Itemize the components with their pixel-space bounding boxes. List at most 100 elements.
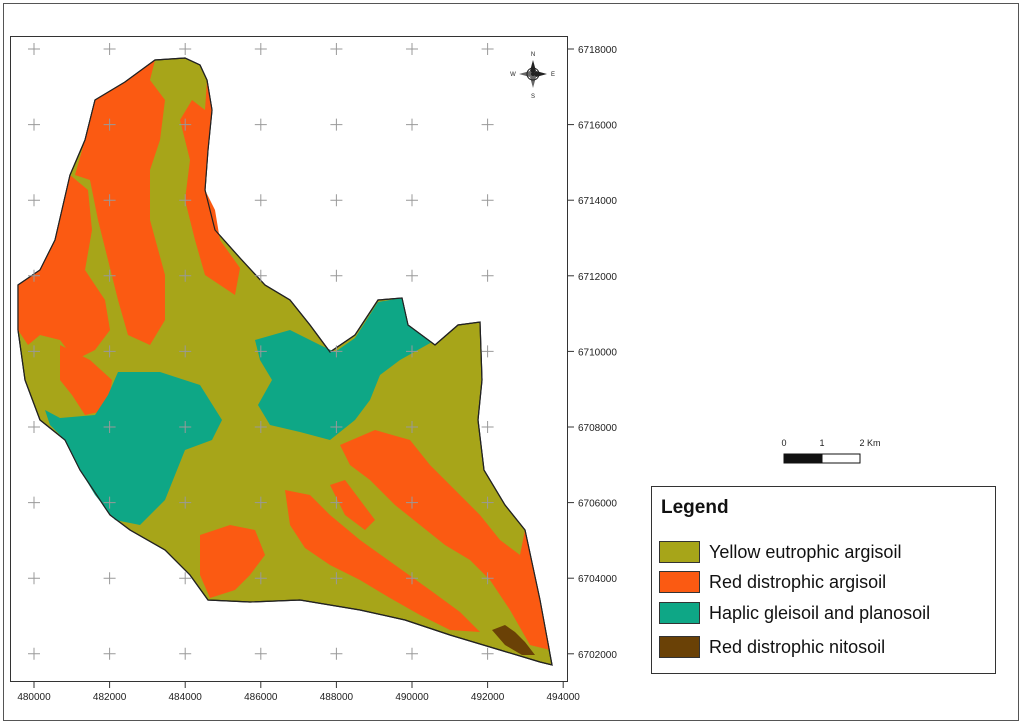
- grid-cross: [28, 421, 40, 433]
- grid-cross: [179, 647, 192, 660]
- grid-cross: [179, 269, 192, 282]
- legend-swatch: [659, 571, 700, 593]
- grid-cross: [28, 43, 40, 55]
- compass-north-label: N: [531, 52, 535, 58]
- grid-cross: [481, 43, 494, 55]
- red-area-south-3: [200, 525, 265, 598]
- legend-item-red-nitosoil: Red distrophic nitosoil: [659, 634, 885, 660]
- grid-cross: [330, 269, 343, 282]
- grid-cross: [28, 345, 40, 358]
- grid-cross: [179, 345, 192, 358]
- legend-swatch: [659, 636, 700, 658]
- grid-cross: [28, 269, 40, 282]
- grid-crosses: [28, 43, 494, 660]
- grid-cross: [406, 572, 418, 585]
- x-tick-label: 480000: [17, 692, 51, 703]
- grid-cross: [179, 194, 192, 207]
- y-tick-label: 6704000: [578, 574, 617, 585]
- legend-item-haplic-gleisoil: Haplic gleisoil and planosoil: [659, 600, 930, 626]
- grid-cross: [28, 496, 40, 509]
- grid-cross: [481, 118, 494, 131]
- grid-cross: [179, 572, 192, 585]
- red-area-south-4: [330, 480, 375, 530]
- grid-cross: [330, 345, 343, 358]
- legend: Legend Yellow eutrophic argisoil Red dis…: [651, 486, 996, 674]
- scale-tick-2: 2 Km: [859, 438, 880, 448]
- red-area-west: [18, 175, 110, 360]
- x-tick-label: 482000: [93, 692, 127, 703]
- map-area: [10, 36, 568, 682]
- gleisoil-area-central: [255, 298, 432, 440]
- grid-cross: [406, 269, 418, 282]
- y-tick-label: 6702000: [578, 650, 617, 661]
- grid-cross: [103, 269, 116, 282]
- red-area-south-1: [340, 430, 550, 650]
- grid-cross: [406, 496, 418, 509]
- grid-cross: [330, 118, 343, 131]
- grid-cross: [481, 496, 494, 509]
- grid-cross: [103, 43, 116, 55]
- red-area-west-2: [60, 345, 112, 415]
- legend-swatch: [659, 541, 700, 563]
- legend-label: Haplic gleisoil and planosoil: [709, 602, 931, 623]
- legend-label: Red distrophic nitosoil: [709, 636, 886, 657]
- x-tick-label: 488000: [320, 692, 354, 703]
- legend-label: Red distrophic argisoil: [709, 571, 887, 592]
- red-area-northwest: [75, 60, 165, 345]
- grid-cross: [103, 572, 116, 585]
- compass-rose-icon: N E S W: [510, 52, 555, 100]
- grid-cross: [103, 345, 116, 358]
- grid-cross: [254, 345, 267, 358]
- grid-cross: [330, 43, 343, 55]
- grid-cross: [179, 496, 192, 509]
- grid-cross: [330, 496, 343, 509]
- y-tick-label: 6708000: [578, 423, 617, 434]
- x-tick-label: 492000: [471, 692, 505, 703]
- grid-cross: [330, 421, 343, 433]
- grid-cross: [406, 345, 418, 358]
- scale-tick-1: 1: [819, 438, 824, 448]
- grid-cross: [254, 647, 267, 660]
- grid-cross: [406, 118, 418, 131]
- grid-cross: [481, 194, 494, 207]
- grid-cross: [28, 647, 40, 660]
- x-tick-label: 494000: [547, 692, 581, 703]
- x-tick-label: 486000: [244, 692, 278, 703]
- grid-cross: [406, 43, 418, 55]
- scale-tick-0: 0: [781, 438, 786, 448]
- compass-east-label: E: [551, 72, 555, 78]
- soil-polygons: [17, 57, 553, 666]
- scale-bar: 0 1 2 Km: [781, 438, 881, 464]
- legend-title: Legend: [661, 497, 729, 518]
- basin-outline: [17, 57, 553, 666]
- grid-cross: [406, 194, 418, 207]
- grid-cross: [254, 118, 267, 131]
- grid-cross: [103, 647, 116, 660]
- grid-cross: [254, 269, 267, 282]
- grid-cross: [179, 118, 192, 131]
- grid-cross: [330, 647, 343, 660]
- grid-cross: [254, 194, 267, 207]
- grid-cross: [406, 647, 418, 660]
- y-tick-label: 6718000: [578, 45, 617, 56]
- grid-cross: [103, 496, 116, 509]
- grid-cross: [254, 572, 267, 585]
- legend-label: Yellow eutrophic argisoil: [709, 541, 902, 562]
- nitosoil-area: [492, 625, 535, 655]
- grid-cross: [254, 496, 267, 509]
- grid-cross: [330, 194, 343, 207]
- grid-cross: [179, 43, 192, 55]
- grid-cross: [481, 269, 494, 282]
- gleisoil-area-west: [45, 372, 222, 525]
- grid-cross: [406, 421, 418, 433]
- grid-cross: [481, 345, 494, 358]
- grid-cross: [103, 194, 116, 207]
- y-tick-label: 6714000: [578, 196, 617, 207]
- x-tick-label: 484000: [169, 692, 203, 703]
- grid-cross: [28, 194, 40, 207]
- x-tick-label: 490000: [395, 692, 429, 703]
- y-tick-label: 6716000: [578, 121, 617, 132]
- compass-south-label: S: [531, 94, 535, 100]
- legend-item-yellow-eutrophic: Yellow eutrophic argisoil: [659, 539, 901, 565]
